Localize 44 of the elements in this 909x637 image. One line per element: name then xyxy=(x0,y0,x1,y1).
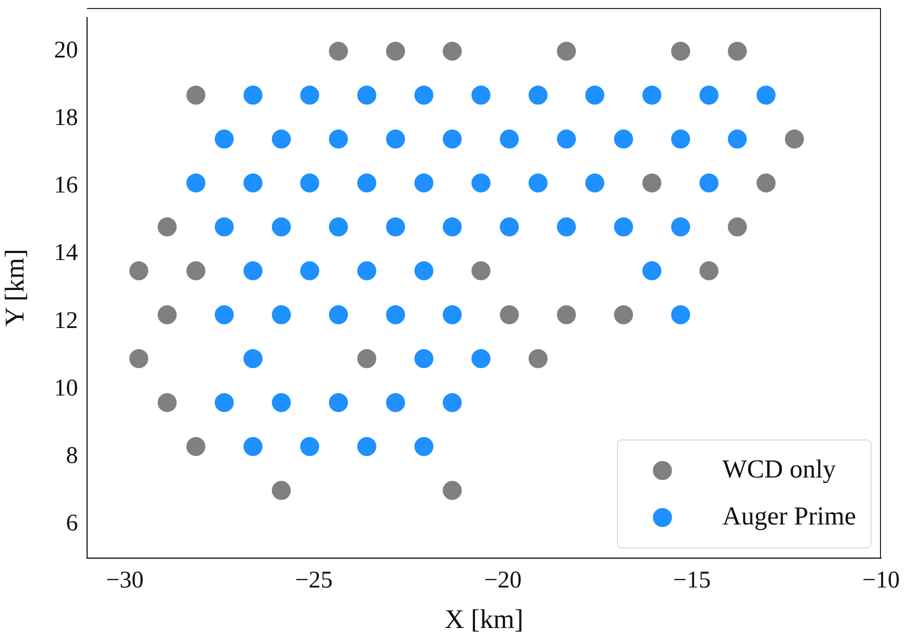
point xyxy=(158,217,177,236)
x-tick-label: −10 xyxy=(862,568,900,594)
point xyxy=(386,42,406,61)
point xyxy=(500,305,519,324)
x-tick-label: −25 xyxy=(295,568,333,594)
x-tick-label: −20 xyxy=(484,568,522,594)
y-tick-label: 14 xyxy=(54,240,78,266)
point xyxy=(556,305,576,324)
x-tick-label: −30 xyxy=(106,568,144,594)
point xyxy=(158,305,177,324)
point xyxy=(784,130,804,149)
point xyxy=(357,349,376,368)
y-tick-label: 6 xyxy=(66,510,78,537)
x-axis-title: X [km] xyxy=(444,604,524,634)
point xyxy=(671,42,690,61)
point xyxy=(728,217,747,236)
y-tick-label: 18 xyxy=(54,105,78,132)
point xyxy=(129,261,148,280)
point xyxy=(642,173,662,192)
point xyxy=(442,480,462,500)
point xyxy=(728,42,747,61)
point xyxy=(186,261,206,280)
point xyxy=(158,393,177,412)
y-tick-label: 12 xyxy=(54,308,78,334)
point xyxy=(186,86,206,105)
y-tick-label: 10 xyxy=(54,375,78,402)
point xyxy=(556,42,576,61)
x-tick-label: −15 xyxy=(673,568,711,594)
y-tick-label: 16 xyxy=(54,172,78,199)
point xyxy=(614,305,634,324)
y-axis-title: Y [km] xyxy=(0,248,30,327)
point xyxy=(328,42,348,61)
point xyxy=(471,261,490,280)
y-tick-label: 8 xyxy=(66,442,78,469)
legend-label: Auger Prime xyxy=(722,501,856,530)
point xyxy=(699,261,718,280)
point xyxy=(528,349,548,368)
point xyxy=(272,480,291,500)
point xyxy=(442,42,462,61)
y-tick-label: 20 xyxy=(54,37,78,64)
point xyxy=(129,349,148,368)
point xyxy=(186,437,206,456)
legend-label: WCD only xyxy=(722,454,836,484)
point xyxy=(756,173,776,192)
